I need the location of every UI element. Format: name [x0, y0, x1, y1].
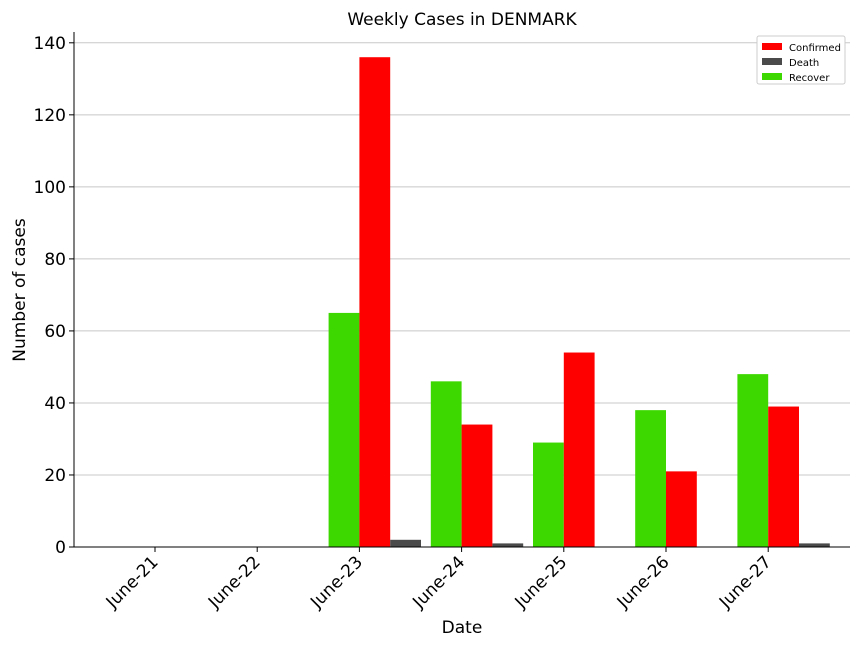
legend-label-recover: Recover	[789, 73, 830, 84]
bar-confirmed-june-27	[768, 406, 799, 547]
legend-label-confirmed: Confirmed	[789, 43, 841, 54]
legend-swatch-death	[762, 58, 782, 65]
x-tick-label: June-26	[613, 552, 674, 613]
gridlines	[74, 42, 850, 476]
legend-swatch-confirmed	[762, 43, 782, 50]
x-axis-label: Date	[442, 618, 483, 638]
y-tick-label: 60	[44, 322, 66, 342]
bar-recover-june-25	[533, 442, 564, 547]
bar-confirmed-june-26	[666, 471, 697, 547]
y-tick-label: 20	[44, 466, 66, 486]
y-tick-label: 140	[34, 34, 66, 54]
bars	[328, 57, 830, 548]
bar-recover-june-26	[635, 410, 666, 547]
bar-death-june-27	[799, 543, 830, 547]
y-tick-label: 0	[55, 538, 66, 558]
bar-confirmed-june-24	[461, 424, 493, 547]
x-tick-label: June-27	[715, 552, 776, 613]
x-tick-label: June-21	[102, 552, 163, 613]
legend: Confirmed Death Recover	[756, 35, 846, 85]
x-tick-label: June-25	[511, 552, 572, 613]
y-tick-label: 100	[34, 178, 66, 198]
x-tick-label: June-23	[306, 552, 367, 613]
chart-title: Weekly Cases in DENMARK	[347, 10, 577, 30]
x-ticks: June-21 June-22 June-23 June-24 June-25 June-…	[102, 547, 776, 613]
bar-recover-june-24	[430, 381, 462, 547]
y-tick-label: 40	[44, 394, 66, 414]
legend-label-death: Death	[789, 58, 819, 69]
bar-death-june-23	[390, 539, 421, 547]
bar-confirmed-june-23	[359, 57, 391, 548]
y-tick-label: 80	[44, 250, 66, 270]
bar-death-june-24	[492, 543, 524, 547]
bar-recover-june-23	[328, 312, 360, 547]
y-axis-label: Number of cases	[10, 218, 30, 362]
y-tick-label: 120	[34, 106, 66, 126]
legend-swatch-recover	[762, 73, 782, 80]
x-tick-label: June-22	[204, 552, 265, 613]
bar-confirmed-june-25	[563, 352, 595, 547]
bar-recover-june-27	[737, 374, 769, 547]
y-ticks: 0 20 40 60 80 100 120 140	[34, 34, 74, 558]
x-tick-label: June-24	[408, 552, 469, 613]
